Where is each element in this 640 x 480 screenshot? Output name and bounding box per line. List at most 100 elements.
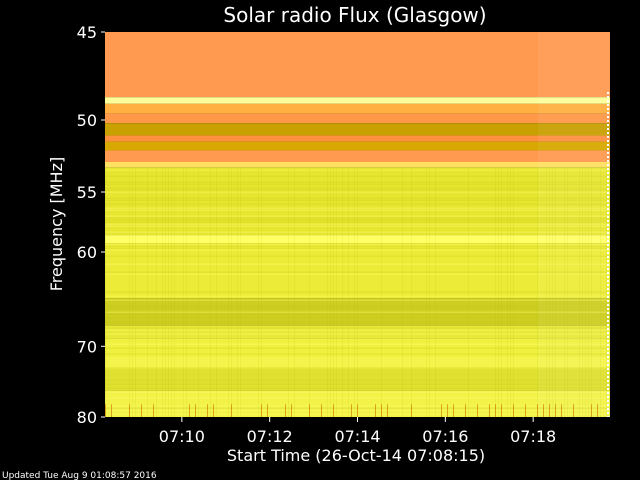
- bottom-burst-streaks: [105, 404, 598, 417]
- time-striation: [132, 167, 133, 417]
- time-striation: [336, 167, 337, 417]
- edge-artifact: [607, 212, 609, 214]
- time-striation: [165, 167, 166, 417]
- striation: [105, 197, 610, 199]
- time-striation: [237, 167, 238, 417]
- burst-streak: [375, 404, 376, 417]
- time-striation: [333, 167, 334, 417]
- time-striation: [495, 167, 496, 417]
- burst-streak: [501, 404, 502, 417]
- time-striation: [171, 167, 172, 417]
- time-striation: [261, 167, 262, 417]
- y-tick-label: 70: [77, 337, 97, 356]
- burst-streak: [357, 404, 358, 417]
- time-striation: [585, 167, 586, 417]
- frequency-band-4: [105, 123, 610, 136]
- edge-artifact: [607, 312, 609, 314]
- edge-artifact: [607, 292, 609, 294]
- striation: [105, 271, 610, 273]
- time-striation: [567, 167, 568, 417]
- x-tick-label: 07:14: [334, 427, 380, 446]
- edge-artifact: [607, 412, 609, 414]
- striation: [105, 365, 610, 367]
- time-striation: [228, 167, 229, 417]
- striation: [105, 273, 610, 275]
- time-striation: [105, 167, 106, 417]
- frequency-band-6: [105, 141, 610, 151]
- edge-artifact: [607, 232, 609, 234]
- edge-artifact: [607, 160, 609, 162]
- burst-streak: [513, 404, 514, 417]
- striation: [105, 209, 610, 211]
- x-axis-label: Start Time (26-Oct-14 07:08:15): [227, 446, 485, 465]
- edge-artifact: [607, 172, 609, 174]
- striation: [105, 379, 610, 381]
- striation: [105, 169, 610, 171]
- edge-artifact: [607, 224, 609, 226]
- striation: [105, 263, 610, 265]
- burst-streak: [441, 404, 442, 417]
- edge-artifact: [607, 168, 609, 170]
- time-striation: [258, 167, 259, 417]
- edge-artifact: [607, 276, 609, 278]
- burst-streak: [111, 404, 112, 417]
- time-striation: [588, 167, 589, 417]
- striation: [105, 245, 610, 247]
- edge-artifact: [607, 380, 609, 382]
- time-striation: [501, 167, 502, 417]
- burst-streak: [261, 404, 262, 417]
- y-tick-label: 50: [77, 111, 97, 130]
- striation: [105, 329, 610, 331]
- edge-artifact: [607, 228, 609, 230]
- striation: [105, 319, 610, 321]
- striation: [105, 359, 610, 361]
- time-striation: [600, 167, 601, 417]
- edge-artifact: [607, 204, 609, 206]
- frequency-band-1: [105, 97, 610, 104]
- edge-artifact: [607, 192, 609, 194]
- edge-artifact: [607, 396, 609, 398]
- edge-artifact: [607, 280, 609, 282]
- striation: [105, 361, 610, 363]
- edge-artifact: [607, 392, 609, 394]
- striation: [105, 333, 610, 335]
- edge-artifact: [607, 272, 609, 274]
- burst-streak: [543, 404, 544, 417]
- time-striation: [435, 167, 436, 417]
- edge-artifact: [607, 252, 609, 254]
- burst-streak: [555, 404, 556, 417]
- striation: [105, 391, 610, 393]
- frequency-band-10: [105, 235, 610, 244]
- edge-artifact: [607, 324, 609, 326]
- edge-artifact: [607, 104, 609, 106]
- striation: [105, 223, 610, 225]
- burst-streak: [333, 404, 334, 417]
- edge-artifact: [607, 220, 609, 222]
- edge-artifact: [607, 188, 609, 190]
- frequency-band-3: [105, 113, 610, 124]
- frequency-band-2: [105, 103, 610, 114]
- time-striation: [330, 167, 331, 417]
- time-striation: [357, 167, 358, 417]
- edge-artifact: [607, 376, 609, 378]
- chart-title: Solar radio Flux (Glasgow): [223, 3, 486, 27]
- burst-streak: [465, 404, 466, 417]
- burst-streak: [537, 404, 538, 417]
- edge-artifact: [607, 408, 609, 410]
- x-tick-label: 07:16: [422, 427, 468, 446]
- axes: 45 50 55 60 70 80 07:10 07:12 07:14 07:16 07:18: [77, 23, 557, 446]
- edge-artifact: [607, 148, 609, 150]
- y-tick-label: 45: [77, 23, 97, 42]
- time-striation: [210, 167, 211, 417]
- edge-artifact: [607, 176, 609, 178]
- edge-artifact: [607, 360, 609, 362]
- edge-artifact: [607, 328, 609, 330]
- edge-artifact: [607, 124, 609, 126]
- burst-streak: [573, 404, 574, 417]
- edge-artifact: [607, 348, 609, 350]
- edge-artifact: [607, 388, 609, 390]
- edge-artifact: [607, 180, 609, 182]
- time-striation: [342, 167, 343, 417]
- time-striation: [510, 167, 511, 417]
